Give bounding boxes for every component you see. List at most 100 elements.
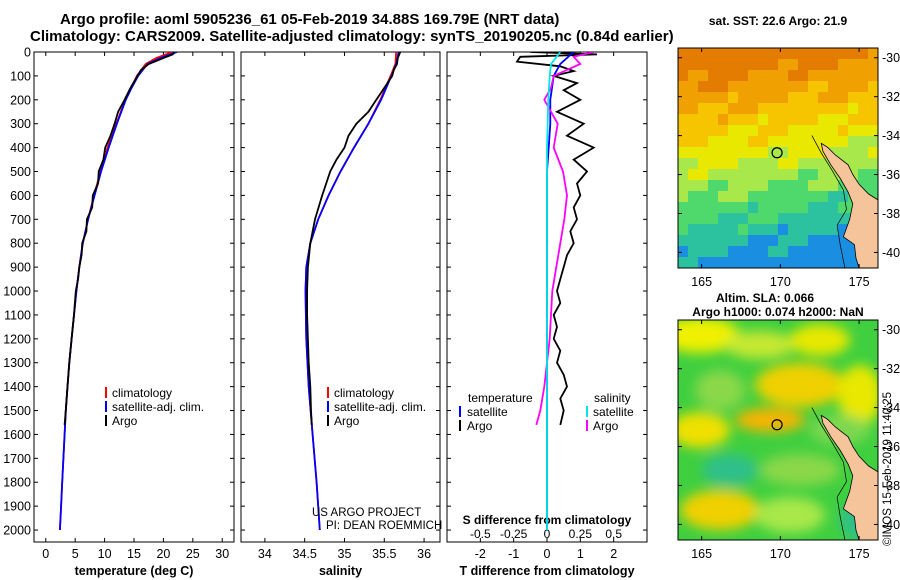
- sst-cell: [798, 235, 809, 247]
- sst-cell: [788, 136, 799, 148]
- sst-cell: [848, 103, 859, 115]
- x-tick-label: 34.5: [293, 547, 317, 561]
- sst-cell: [848, 59, 859, 71]
- sst-cell: [788, 202, 799, 214]
- sst-cell: [868, 158, 878, 170]
- sst-cell: [708, 92, 719, 104]
- sst-map-panel: -30 -32 -34 -36 -38 -40 165 170 175 sat. SST: 22.…: [677, 14, 900, 289]
- sst-cell: [768, 202, 779, 214]
- sst-cell: [728, 213, 739, 225]
- sst-cell: [788, 191, 799, 203]
- x-tick-label: 15: [127, 547, 141, 561]
- sst-cell: [868, 70, 878, 82]
- y-tick-label: 1200: [3, 332, 31, 346]
- sst-cell: [818, 136, 829, 148]
- sla-blob: [735, 408, 805, 432]
- sst-cell: [758, 70, 769, 82]
- sst-cell: [868, 169, 878, 181]
- sst-cell: [738, 158, 749, 170]
- sst-cell: [678, 92, 689, 104]
- map-field: [678, 320, 878, 540]
- sst-cell: [798, 81, 809, 93]
- y-tick-label: 1700: [3, 452, 31, 466]
- sst-cell: [838, 213, 849, 225]
- sst-cell: [708, 202, 719, 214]
- map-frame: [677, 47, 879, 269]
- sst-cell: [708, 81, 719, 93]
- sst-cell: [688, 235, 699, 247]
- map-field: [678, 48, 878, 268]
- sst-cell: [718, 213, 729, 225]
- sst-cell: [858, 59, 869, 71]
- sst-cell: [688, 191, 699, 203]
- sst-cell: [858, 169, 869, 181]
- legend-label: satellite: [593, 405, 634, 419]
- sst-cell: [768, 246, 779, 258]
- sst-cell: [738, 235, 749, 247]
- x-tick-label: 36: [417, 547, 431, 561]
- sst-cell: [798, 125, 809, 137]
- legend-label: satellite-adj. clim.: [112, 400, 204, 414]
- sst-cell: [718, 257, 729, 268]
- sst-cell: [828, 202, 839, 214]
- sst-cell: [818, 92, 829, 104]
- imos-timestamp: ©IMOS 15-Feb-2019 11:40:25: [882, 392, 894, 546]
- y-tick-label: -40: [882, 518, 900, 532]
- legend-label: climatology: [334, 386, 394, 400]
- y-tick-label: 800: [10, 237, 31, 251]
- sst-cell: [688, 202, 699, 214]
- sst-cell: [798, 169, 809, 181]
- sst-cell: [808, 180, 819, 192]
- sst-cell: [698, 59, 709, 71]
- sst-cell: [818, 180, 829, 192]
- sst-cell: [688, 224, 699, 236]
- y-tick-label: 1300: [3, 356, 31, 370]
- sst-cell: [728, 257, 739, 268]
- sst-cell: [748, 202, 759, 214]
- x-tick-label: 165: [691, 275, 712, 289]
- sst-cell: [678, 59, 689, 71]
- sst-cell: [738, 125, 749, 137]
- sst-cell: [778, 48, 789, 60]
- sst-cell: [798, 114, 809, 126]
- sst-cell: [738, 114, 749, 126]
- sst-cell: [718, 125, 729, 137]
- sst-cell: [828, 48, 839, 60]
- sst-cell: [778, 103, 789, 115]
- sst-cell: [698, 70, 709, 82]
- sst-cell: [758, 235, 769, 247]
- sst-cell: [848, 81, 859, 93]
- sst-cell: [868, 114, 878, 126]
- sst-cell: [718, 202, 729, 214]
- sst-cell: [698, 92, 709, 104]
- y-tick-label: -38: [882, 479, 900, 493]
- sst-cell: [738, 92, 749, 104]
- sst-cell: [698, 202, 709, 214]
- sst-cell: [818, 202, 829, 214]
- isobath-line: [811, 407, 847, 540]
- sst-cell: [758, 257, 769, 268]
- sst-cell: [808, 125, 819, 137]
- y-tick-label: 400: [10, 141, 31, 155]
- sst-cell: [688, 136, 699, 148]
- sst-cell: [718, 224, 729, 236]
- sst-cell: [788, 70, 799, 82]
- sst-cell: [698, 103, 709, 115]
- sst-cell: [768, 114, 779, 126]
- sst-cell: [758, 59, 769, 71]
- sst-cell: [828, 180, 839, 192]
- sst-cell: [798, 202, 809, 214]
- legend-title: salinity: [594, 391, 631, 405]
- x-tick-label: -1: [508, 547, 519, 561]
- sst-cell: [758, 224, 769, 236]
- y-tick-label: -32: [882, 362, 900, 376]
- sst-cell: [698, 191, 709, 203]
- sst-cell: [818, 213, 829, 225]
- sst-cell: [798, 136, 809, 148]
- sst-cell: [818, 70, 829, 82]
- sst-cell: [858, 125, 869, 137]
- sst-cell: [708, 191, 719, 203]
- sst-cell: [748, 213, 759, 225]
- sst-cell: [768, 180, 779, 192]
